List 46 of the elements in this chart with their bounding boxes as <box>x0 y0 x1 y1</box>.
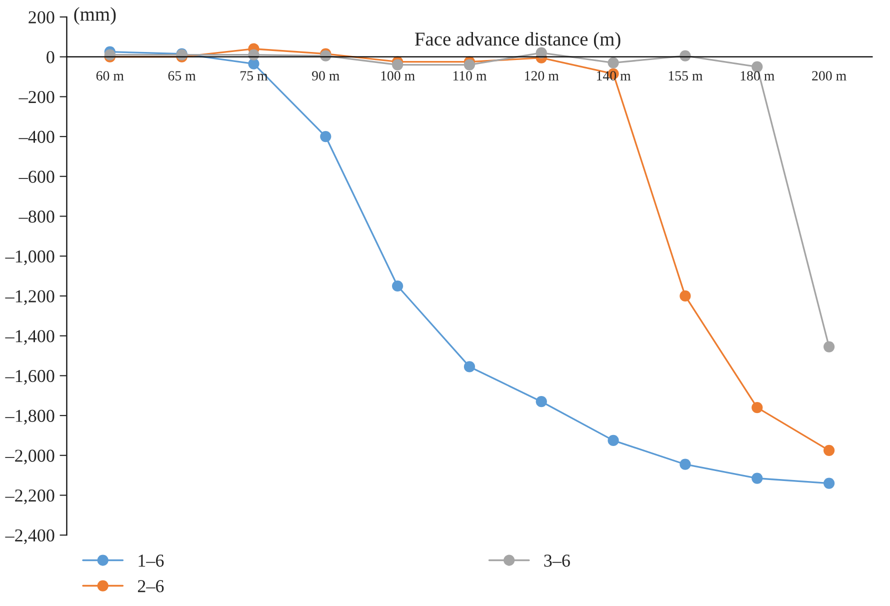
y-axis-title: (mm) <box>74 7 116 25</box>
point <box>680 290 691 302</box>
x-tick-label: 120 m <box>525 71 559 80</box>
y-tick-label: –400 <box>18 130 54 143</box>
legend-label: 3–6 <box>544 554 570 567</box>
point <box>464 59 476 70</box>
x-tick-label: 65 m <box>168 71 196 80</box>
point <box>536 47 547 58</box>
point <box>392 280 404 292</box>
x-tick-label: 75 m <box>240 71 268 80</box>
point <box>320 130 332 142</box>
y-tick-label: –2,200 <box>5 490 54 504</box>
x-axis-title: Face advance distance (m) <box>414 32 620 50</box>
y-tick-label: –1,600 <box>5 370 54 385</box>
point <box>752 472 763 484</box>
y-tick-label: –1,400 <box>5 330 54 345</box>
point <box>823 341 835 352</box>
x-tick-label: 180 m <box>740 71 774 80</box>
point <box>536 396 547 408</box>
y-tick-label: –800 <box>18 210 54 223</box>
x-tick-label: 100 m <box>381 71 415 80</box>
point <box>464 361 476 372</box>
point <box>752 402 763 414</box>
point <box>608 434 619 446</box>
point <box>752 61 763 72</box>
point <box>608 57 619 68</box>
y-tick-label: –2,000 <box>5 450 54 464</box>
y-tick-label: –1,000 <box>5 250 54 266</box>
x-tick-label: 90 m <box>312 71 340 80</box>
y-tick-label: 0 <box>46 51 54 64</box>
y-tick-label: 200 <box>28 11 54 24</box>
x-tick-label: 200 m <box>812 71 846 80</box>
point <box>823 478 835 489</box>
x-tick-label: 110 m <box>453 71 487 80</box>
y-tick-label: –1,800 <box>5 410 54 425</box>
legend-label: 2–6 <box>138 580 164 592</box>
point <box>680 458 691 470</box>
y-tick-label: –2,400 <box>5 529 54 544</box>
y-tick-label: –200 <box>18 90 54 104</box>
point <box>823 444 835 456</box>
legend-label: 1–6 <box>138 554 164 567</box>
point <box>392 59 404 70</box>
x-tick-label: 155 m <box>668 71 703 80</box>
x-tick-label: 60 m <box>96 71 124 80</box>
y-tick-label: –1,200 <box>5 290 54 305</box>
y-tick-label: –600 <box>18 170 54 183</box>
